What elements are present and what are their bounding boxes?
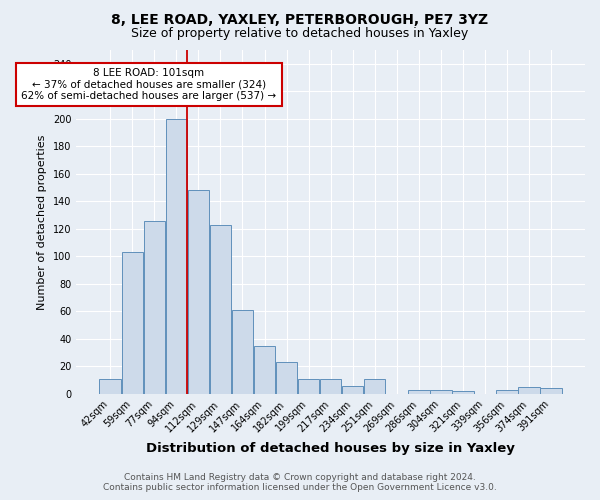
Bar	[276, 362, 297, 394]
Bar	[166, 119, 187, 394]
Bar	[408, 390, 430, 394]
X-axis label: Distribution of detached houses by size in Yaxley: Distribution of detached houses by size …	[146, 442, 515, 455]
Bar	[188, 190, 209, 394]
Bar	[143, 220, 165, 394]
Bar	[320, 379, 341, 394]
Bar	[298, 379, 319, 394]
Text: 8 LEE ROAD: 101sqm
← 37% of detached houses are smaller (324)
62% of semi-detach: 8 LEE ROAD: 101sqm ← 37% of detached hou…	[21, 68, 277, 101]
Bar	[210, 224, 231, 394]
Text: 8, LEE ROAD, YAXLEY, PETERBOROUGH, PE7 3YZ: 8, LEE ROAD, YAXLEY, PETERBOROUGH, PE7 3…	[112, 12, 488, 26]
Bar	[518, 387, 540, 394]
Bar	[100, 379, 121, 394]
Text: Size of property relative to detached houses in Yaxley: Size of property relative to detached ho…	[131, 28, 469, 40]
Bar	[430, 390, 452, 394]
Bar	[496, 390, 518, 394]
Bar	[232, 310, 253, 394]
Bar	[541, 388, 562, 394]
Bar	[452, 391, 473, 394]
Bar	[342, 386, 364, 394]
Bar	[254, 346, 275, 394]
Text: Contains HM Land Registry data © Crown copyright and database right 2024.
Contai: Contains HM Land Registry data © Crown c…	[103, 473, 497, 492]
Y-axis label: Number of detached properties: Number of detached properties	[37, 134, 47, 310]
Bar	[364, 379, 385, 394]
Bar	[122, 252, 143, 394]
